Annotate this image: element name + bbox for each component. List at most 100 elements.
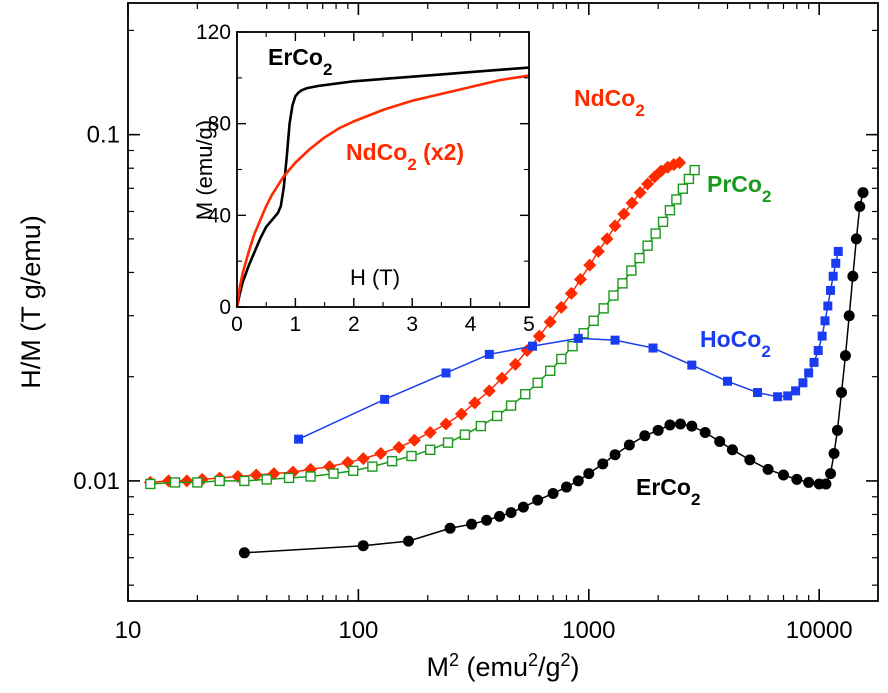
data-point — [687, 360, 697, 370]
data-point — [454, 407, 468, 421]
data-point — [671, 194, 682, 205]
data-point — [439, 417, 453, 431]
data-point — [357, 540, 369, 552]
data-point — [466, 518, 478, 530]
data-point — [798, 378, 808, 388]
data-point — [169, 477, 181, 488]
data-point — [583, 468, 595, 480]
data-point — [495, 371, 509, 385]
data-point — [623, 439, 635, 451]
data-point — [407, 433, 421, 447]
data-point — [425, 444, 436, 455]
main-series — [143, 156, 869, 559]
data-point — [481, 514, 493, 526]
data-point — [380, 394, 390, 404]
data-point — [683, 173, 695, 185]
y-tick-label: 0.01 — [73, 468, 120, 495]
data-point — [803, 476, 815, 488]
data-point — [554, 300, 568, 314]
data-point — [386, 456, 398, 467]
data-point — [573, 272, 587, 286]
x-tick-label: 1000 — [562, 617, 615, 644]
data-point — [642, 240, 653, 251]
data-point — [403, 535, 415, 547]
data-point — [283, 472, 295, 484]
data-point — [192, 477, 203, 488]
data-point — [850, 233, 862, 245]
data-point — [520, 389, 531, 400]
data-point — [809, 357, 819, 367]
data-point — [608, 219, 622, 233]
data-point — [591, 244, 605, 258]
data-point — [423, 425, 437, 439]
data-point — [813, 346, 823, 356]
data-point — [641, 177, 655, 191]
data-point — [626, 265, 637, 276]
data-point — [777, 469, 789, 481]
data-point — [783, 391, 793, 401]
data-point — [600, 232, 614, 246]
x-tick-label: 100 — [338, 617, 378, 644]
x-tick-label: 10 — [115, 617, 142, 644]
inset-series-line — [235, 74, 530, 308]
data-point — [828, 448, 840, 460]
data-point — [817, 331, 827, 341]
data-point — [847, 270, 859, 282]
y-axis-title: H/M (T g/emu) — [16, 215, 46, 389]
data-point — [634, 252, 645, 264]
data-point — [664, 419, 676, 431]
data-point — [572, 475, 584, 487]
inset-x-tick-label: 3 — [406, 313, 418, 336]
data-point — [475, 420, 487, 432]
data-point — [528, 341, 538, 351]
data-point — [560, 481, 572, 493]
data-point — [508, 357, 522, 371]
inset-label-er: ErCo2 — [268, 44, 332, 79]
data-point — [828, 271, 838, 281]
data-point — [573, 333, 583, 343]
data-point — [699, 426, 711, 438]
data-point — [239, 475, 250, 487]
data-point — [610, 335, 620, 345]
data-point — [617, 278, 628, 289]
data-point — [831, 258, 841, 268]
data-point — [392, 440, 406, 454]
inset-ticks: 0 1 2 3 4 5 0 40 80 120 — [196, 21, 535, 336]
data-point — [723, 376, 733, 386]
data-point — [762, 463, 774, 475]
inset-y-tick-label: 40 — [208, 204, 231, 227]
data-point — [532, 494, 544, 506]
data-point — [294, 434, 304, 444]
data-point — [505, 400, 517, 411]
data-point — [804, 368, 814, 378]
data-point — [820, 316, 830, 326]
data-point — [753, 388, 763, 398]
data-point — [180, 474, 194, 488]
inset-y-tick-label: 80 — [208, 113, 231, 136]
inset-x-tick-label: 5 — [523, 313, 535, 336]
inset-x-tick-label: 1 — [290, 313, 302, 336]
data-point — [773, 392, 783, 402]
data-point — [517, 501, 529, 513]
data-point — [261, 474, 272, 485]
data-point — [726, 444, 738, 456]
inset-x-tick-label: 0 — [231, 313, 243, 336]
data-point — [633, 186, 647, 200]
inset-series-line — [235, 66, 530, 308]
data-point — [854, 201, 866, 213]
data-point — [484, 349, 494, 359]
data-point — [578, 328, 589, 339]
data-point — [491, 410, 503, 422]
data-point — [674, 418, 686, 430]
inset-x-axis-title: H (T) — [350, 265, 400, 290]
data-point — [532, 377, 543, 389]
data-point — [494, 510, 506, 522]
data-point — [547, 487, 559, 499]
data-point — [406, 450, 417, 462]
data-point — [468, 396, 482, 410]
data-point — [328, 468, 339, 479]
data-point — [836, 387, 848, 399]
data-point — [823, 301, 833, 311]
data-point — [609, 449, 621, 461]
data-point — [820, 478, 832, 490]
